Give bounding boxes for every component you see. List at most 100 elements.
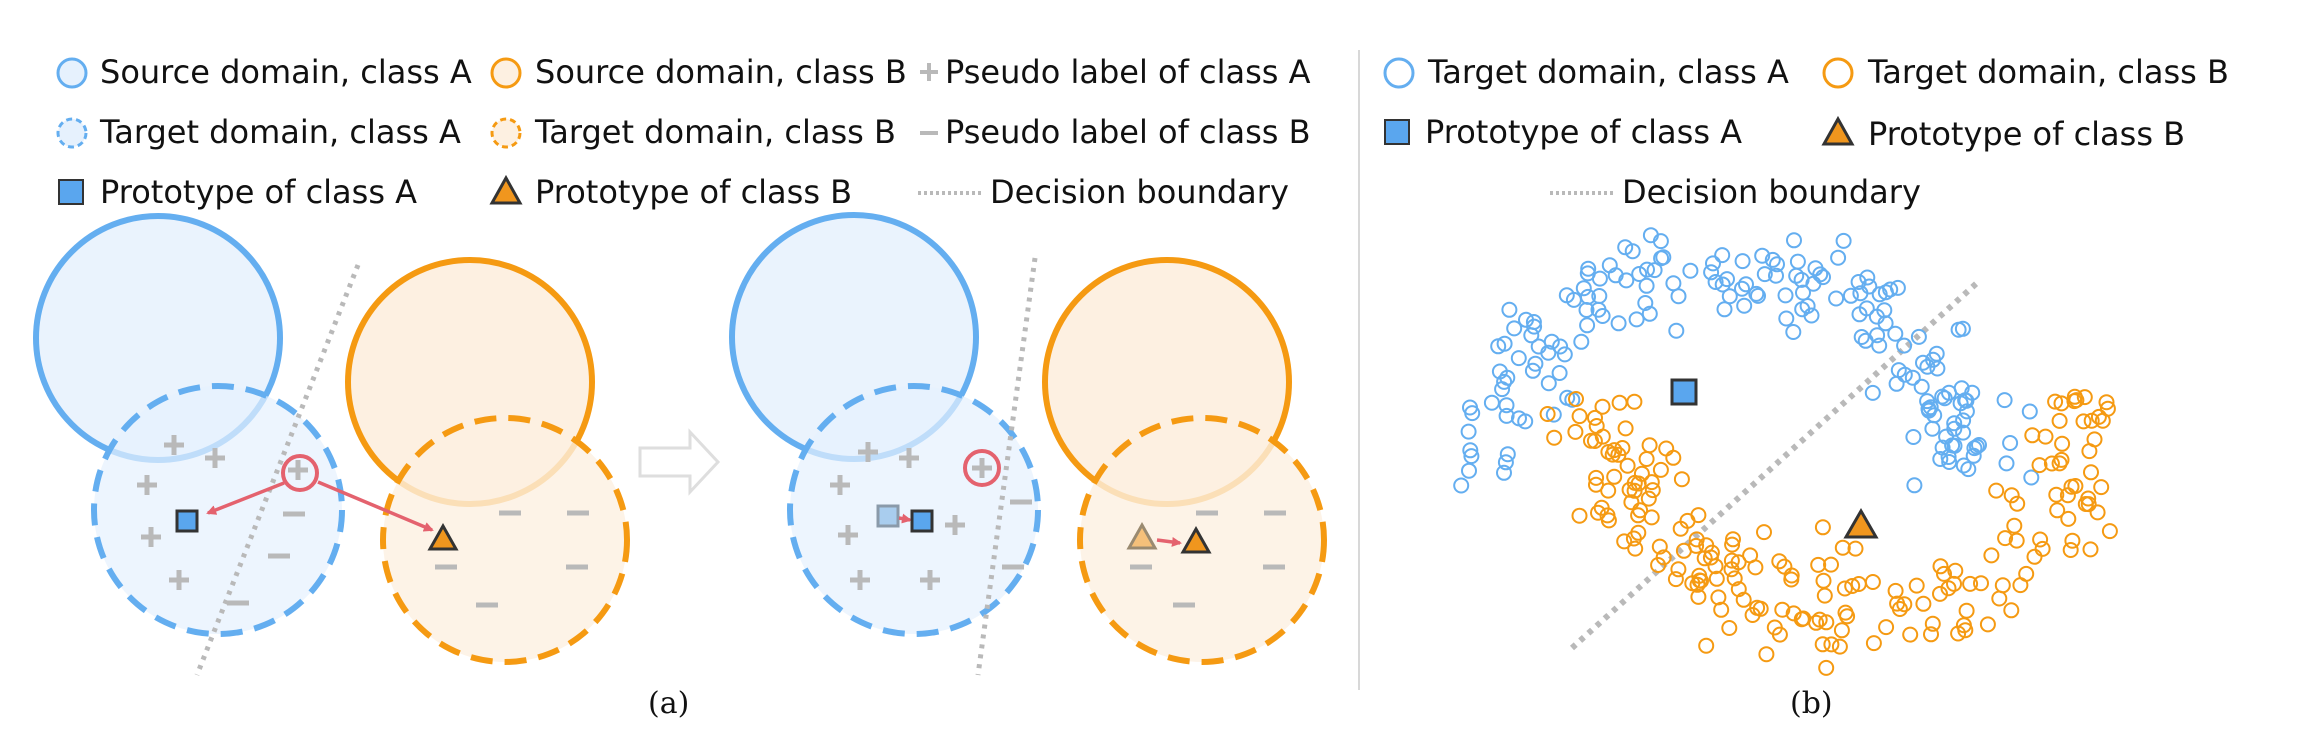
class-a-point [1864, 384, 1881, 401]
class-a-point [1579, 317, 1596, 334]
class-a-point [1946, 415, 1963, 432]
class-a-point [1523, 327, 1540, 344]
class-a-point [1716, 301, 1733, 318]
class-a-point [1624, 243, 1641, 260]
class-b-point [2101, 523, 2118, 540]
class-a-point [1853, 329, 1870, 345]
class-a-point [1703, 264, 1720, 281]
legend-b-proto-a-label: Prototype of class A [1425, 113, 1743, 151]
class-a-point [1483, 394, 1500, 411]
class-b-point [1698, 637, 1715, 654]
class-a-point [1496, 464, 1512, 481]
class-b-point [2003, 602, 2020, 619]
class-b-point [1627, 540, 1644, 557]
class-b-point [2008, 532, 2025, 549]
class-b-point [1997, 530, 2014, 547]
class-a-point [1910, 328, 1927, 345]
corrected-sample-marker [963, 449, 1001, 487]
class-a-point [1934, 439, 1951, 456]
class-a-point [1670, 288, 1687, 305]
class-a-point [1778, 310, 1795, 327]
panel-b-scatter [1453, 227, 2118, 676]
class-a-point [1721, 288, 1738, 305]
class-b-point [1586, 433, 1603, 449]
panel-a-after [729, 212, 1327, 676]
class-a-point [1738, 276, 1754, 293]
class-a-point [1527, 355, 1544, 372]
class-a-point [1786, 232, 1802, 249]
decision-boundary [194, 264, 361, 676]
class-b-point [1834, 539, 1851, 556]
class-b-point [1962, 575, 1979, 592]
class-a-point [1653, 250, 1670, 267]
class-a-point [1558, 287, 1575, 304]
legend-pseudo-a-plus-icon [920, 63, 938, 81]
class-b-point [2043, 455, 2060, 472]
class-b-point [1588, 469, 1605, 486]
class-a-point [1517, 413, 1534, 430]
class-b-point [1641, 437, 1658, 454]
caption-a: (a) [648, 686, 690, 721]
class-b-point [1710, 589, 1727, 606]
transition-arrow-icon [638, 428, 721, 496]
class-b-point [2083, 412, 2100, 429]
class-b-point [2080, 490, 2097, 507]
class-a-point [1496, 335, 1513, 352]
class-a-point [2023, 469, 2040, 486]
class-b-point [1546, 429, 1563, 446]
class-b-point [1823, 636, 1840, 653]
class-a-point [1842, 287, 1859, 304]
pseudo-labels-b [227, 510, 589, 608]
class-a-point [1734, 253, 1751, 270]
class-a-point [1641, 305, 1658, 322]
class-b-point [1571, 507, 1588, 524]
class-a-point [1453, 477, 1470, 494]
prototype-a-square [910, 509, 934, 533]
legend-b-tgt-b-label: Target domain, class B [1868, 53, 2229, 91]
class-b-point [2054, 435, 2071, 452]
class-a-point [1628, 311, 1645, 328]
class-b-point [2053, 451, 2070, 468]
class-b-point [1771, 553, 1788, 570]
class-a-point [1932, 451, 1949, 467]
class-a-point [1858, 300, 1875, 317]
class-b-point [1623, 494, 1640, 511]
pseudo-labels-a [137, 435, 308, 590]
class-a-point [1543, 333, 1560, 350]
class-b-point [1831, 638, 1848, 655]
class-a-point [1617, 239, 1634, 256]
pseudo-labels-a [830, 442, 992, 590]
class-a-point [1652, 233, 1669, 250]
class-a-point [1807, 260, 1824, 277]
class-b-point [1896, 596, 1913, 613]
legend-b-boundary-label: Decision boundary [1622, 173, 1921, 211]
class-b-point [2009, 495, 2026, 512]
target-class-b-points [1539, 388, 2118, 676]
class-a-point [1639, 261, 1655, 278]
class-b-point [2034, 540, 2051, 557]
class-b-point [1924, 615, 1941, 632]
class-a-point [1920, 400, 1937, 417]
class-a-point [1682, 262, 1699, 279]
class-b-point [1988, 482, 2005, 499]
prototype-a-square [1670, 378, 1698, 406]
class-b-point [1679, 512, 1696, 529]
class-b-point [2003, 487, 2020, 504]
class-a-point [1953, 380, 1970, 397]
class-b-point [1908, 577, 1925, 594]
class-b-point [2059, 487, 2076, 504]
legend-b-proto-b-label: Prototype of class B [1868, 115, 2186, 153]
class-a-point [1785, 324, 1802, 340]
class-b-point [1675, 542, 1692, 559]
class-b-point [1994, 577, 2011, 594]
class-b-point [1742, 547, 1759, 564]
class-b-point [1776, 558, 1793, 575]
legend-tgt-a-label: Target domain, class A [100, 113, 461, 151]
class-a-point [1498, 407, 1515, 424]
legend-b-tgt-b-circle-icon [1822, 57, 1854, 89]
class-a-point [1750, 287, 1766, 304]
class-b-point [1616, 533, 1633, 550]
legend-tgt-b-dashed-circle-icon [490, 117, 522, 149]
class-b-point [1991, 590, 2008, 607]
class-a-point [1764, 251, 1781, 268]
